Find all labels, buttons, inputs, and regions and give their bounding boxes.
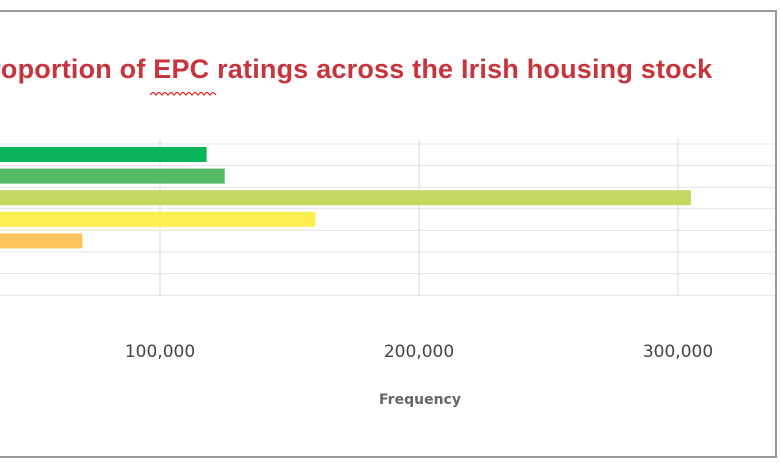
chart-title: Proportion of EPC ratings across the Iri… (0, 54, 713, 84)
x-tick-label-0: 100,000 (125, 342, 195, 362)
bar-series (0, 147, 691, 249)
bar-0 (0, 147, 207, 162)
gridlines (0, 139, 775, 296)
x-tick-label-1: 200,000 (384, 342, 454, 362)
chart-frame: 100,000 200,000 300,000 Frequency Proporti… (0, 10, 777, 458)
bar-4 (0, 233, 83, 249)
x-tick-label-2: 300,000 (643, 342, 713, 362)
bar-1 (0, 168, 225, 184)
x-axis-ticks: 100,000 200,000 300,000 (125, 342, 713, 362)
spellcheck-underline (150, 92, 216, 96)
bar-3 (0, 211, 316, 227)
bar-2 (0, 190, 691, 206)
chart-plot: 100,000 200,000 300,000 Frequency (0, 139, 775, 408)
x-axis-label: Frequency (379, 392, 461, 408)
